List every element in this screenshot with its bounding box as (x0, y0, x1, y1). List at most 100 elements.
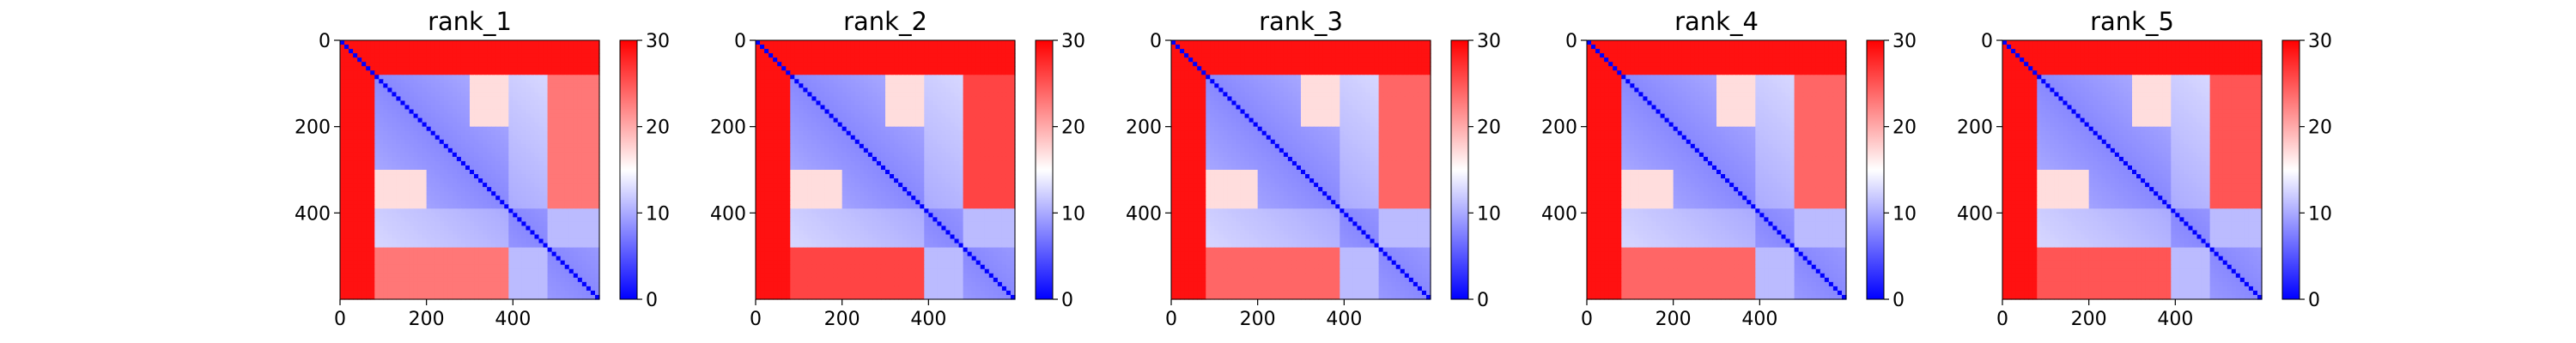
heatmap-cell (556, 230, 562, 236)
heatmap-cell (504, 152, 509, 158)
heatmap-cell (534, 277, 540, 283)
heatmap-cell (366, 234, 371, 240)
heatmap-cell (353, 105, 358, 111)
heatmap-cell (846, 105, 852, 111)
heatmap-cell (997, 92, 1003, 98)
heatmap-cell (340, 83, 345, 88)
heatmap-cell (941, 62, 947, 67)
heatmap-cell (760, 57, 765, 63)
heatmap-cell (885, 113, 890, 119)
heatmap-cell (577, 234, 583, 240)
heatmap-cell (366, 156, 371, 162)
heatmap-cell (379, 165, 384, 171)
heatmap-cell (560, 126, 566, 132)
heatmap-cell (517, 273, 522, 279)
heatmap-cell (543, 230, 549, 236)
heatmap-cell (594, 281, 600, 287)
heatmap-cell (534, 230, 540, 236)
heatmap-cell (760, 117, 765, 123)
heatmap-cell (846, 62, 852, 67)
heatmap-cell (556, 178, 562, 184)
heatmap-cell (413, 234, 419, 240)
heatmap-cell (928, 75, 933, 80)
heatmap-cell (396, 105, 402, 111)
heatmap-cell (460, 226, 466, 232)
heatmap-cell (413, 183, 419, 188)
heatmap-cell (447, 113, 453, 119)
heatmap-cell (344, 290, 349, 296)
heatmap-cell (504, 226, 509, 232)
heatmap-cell (474, 187, 479, 192)
heatmap-cell (396, 139, 402, 145)
heatmap-cell (456, 165, 462, 171)
heatmap-cell (975, 117, 981, 123)
heatmap-cell (586, 187, 592, 192)
heatmap-cell (534, 49, 540, 54)
heatmap-cell (422, 160, 428, 166)
heatmap-cell (513, 147, 518, 153)
heatmap-cell (902, 75, 908, 80)
heatmap-cell (1005, 66, 1012, 71)
heatmap-cell (430, 62, 436, 67)
heatmap-cell (863, 87, 869, 93)
heatmap-cell (353, 117, 358, 123)
heatmap-cell (907, 130, 912, 136)
heatmap-cell (863, 126, 869, 132)
heatmap-cell (508, 294, 513, 300)
heatmap-cell (543, 183, 549, 188)
heatmap-cell (833, 75, 839, 80)
heatmap-cell (538, 178, 544, 184)
heatmap-cell (1005, 100, 1012, 106)
heatmap-cell (370, 143, 375, 149)
heatmap-cell (526, 251, 532, 257)
heatmap-cell (829, 100, 835, 106)
heatmap-cell (517, 160, 522, 166)
heatmap-cell (374, 200, 380, 205)
heatmap-cell (777, 49, 782, 54)
heatmap-cell (465, 200, 471, 205)
heatmap-cell (447, 213, 453, 218)
heatmap-cell (556, 238, 562, 244)
heatmap-cell (361, 66, 367, 71)
heatmap-cell (465, 290, 471, 296)
heatmap-cell (495, 53, 501, 58)
heatmap-cell (500, 49, 505, 54)
heatmap-cell (370, 208, 375, 214)
heatmap-cell (586, 40, 592, 45)
heatmap-cell (487, 45, 492, 50)
heatmap-cell (447, 226, 453, 232)
heatmap-cell (417, 92, 423, 98)
heatmap-cell (984, 87, 990, 93)
heatmap-cell (439, 75, 445, 80)
heatmap-cell (803, 117, 808, 123)
heatmap-cell (409, 260, 415, 266)
heatmap-cell (508, 100, 513, 106)
heatmap-cell (915, 53, 920, 58)
heatmap-cell (409, 83, 415, 88)
heatmap-cell (924, 100, 929, 106)
heatmap-cell (872, 100, 878, 106)
heatmap-cell (379, 57, 384, 63)
heatmap-cell (366, 217, 371, 222)
heatmap-cell (803, 96, 808, 102)
heatmap-cell (413, 178, 419, 184)
heatmap-cell (478, 105, 483, 111)
heatmap-cell (456, 234, 462, 240)
heatmap-cell (404, 183, 410, 188)
heatmap-cell (465, 234, 471, 240)
heatmap-cell (456, 200, 462, 205)
heatmap-cell (950, 70, 956, 75)
heatmap-cell (551, 79, 557, 84)
heatmap-cell (413, 53, 419, 58)
heatmap-cell (841, 122, 848, 128)
heatmap-cell (756, 70, 761, 75)
heatmap-cell (867, 62, 873, 67)
heatmap-cell (945, 130, 951, 136)
heatmap-cell (483, 87, 488, 93)
heatmap-cell (495, 105, 501, 111)
heatmap-cell (370, 238, 375, 244)
heatmap-cell (387, 165, 392, 171)
heatmap-cell (556, 200, 562, 205)
heatmap-cell (573, 191, 579, 196)
heatmap-cell (937, 135, 943, 141)
